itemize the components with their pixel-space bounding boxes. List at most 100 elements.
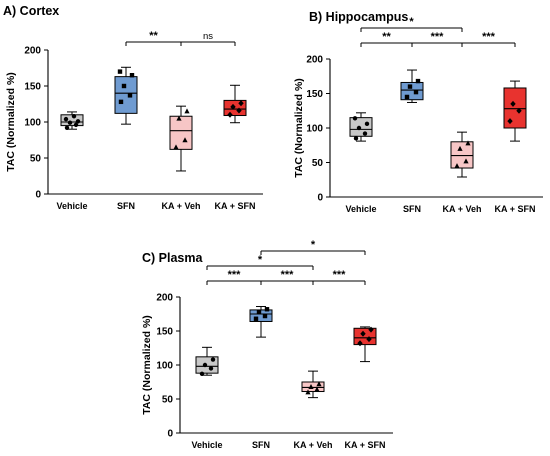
significance-bracket: *** — [206, 269, 262, 285]
y-tick-label: 0 — [35, 190, 41, 201]
y-tick-label: 50 — [312, 158, 324, 169]
y-tick-label: 150 — [24, 82, 41, 93]
x-tick-label: KA + SFN — [215, 201, 256, 211]
data-point — [121, 83, 127, 89]
data-point — [184, 108, 190, 114]
data-point — [510, 100, 516, 107]
x-tick-label: SFN — [117, 201, 135, 211]
x-tick-label: SFN — [252, 440, 270, 450]
data-point — [352, 116, 358, 121]
data-point — [173, 144, 179, 150]
x-tick-label: KA + Veh — [162, 201, 201, 211]
data-point — [357, 340, 363, 347]
data-point — [316, 381, 322, 387]
box-sfn — [114, 66, 138, 125]
data-point — [230, 103, 236, 110]
x-tick-label: KA + Veh — [294, 440, 333, 450]
data-point — [118, 99, 124, 105]
data-point — [71, 114, 77, 119]
data-point — [368, 326, 374, 333]
box-iqr — [353, 327, 377, 346]
significance-bracket: * — [206, 254, 314, 270]
significance-bracket: *** — [461, 31, 516, 47]
data-point — [67, 120, 73, 125]
data-point — [63, 116, 69, 122]
data-point — [210, 357, 216, 362]
significance-label: * — [409, 16, 414, 28]
x-tick-label: Vehicle — [56, 201, 87, 211]
significance-bracket: ** — [360, 31, 413, 47]
box-iqr — [349, 117, 373, 137]
significance-bracket: *** — [411, 31, 463, 47]
data-point — [463, 158, 469, 164]
data-point — [356, 125, 362, 131]
data-point — [407, 84, 413, 89]
data-point — [73, 122, 79, 128]
x-tick-label: KA + Veh — [443, 204, 482, 214]
y-tick-label: 100 — [24, 118, 41, 129]
panel-cortex: A) Cortex TAC (Normalized %) 0 50 100 150 20… — [3, 4, 263, 211]
data-point — [457, 145, 463, 151]
y-tick-label: 50 — [30, 154, 42, 165]
y-axis-label: TAC (Normalized %) — [141, 315, 153, 415]
data-point — [262, 313, 268, 319]
data-point — [404, 94, 410, 100]
box-vehicle — [349, 112, 373, 142]
significance-label: *** — [333, 269, 347, 281]
box-iqr — [169, 115, 193, 150]
data-point — [236, 107, 242, 114]
x-tick-label: Vehicle — [345, 204, 376, 214]
significance-label: * — [311, 239, 316, 251]
y-tick-label: 50 — [162, 395, 174, 406]
box-ka-veh — [301, 370, 325, 399]
significance-bracket: * — [260, 239, 366, 255]
data-point — [227, 111, 233, 118]
data-point — [362, 131, 368, 136]
panel-title: A) Cortex — [3, 4, 59, 18]
data-point — [413, 89, 419, 95]
data-point — [366, 336, 372, 343]
data-point — [308, 383, 314, 389]
y-tick-label: 200 — [24, 46, 41, 57]
box-ka-veh — [169, 105, 193, 172]
data-point — [305, 389, 311, 395]
box-ka-sfn — [503, 80, 527, 142]
significance-label: *** — [228, 269, 242, 281]
y-tick-label: 100 — [156, 361, 173, 372]
y-tick-label: 100 — [306, 124, 323, 135]
box-vehicle — [60, 111, 84, 130]
data-point — [353, 136, 359, 141]
y-tick-label: 200 — [306, 55, 323, 66]
data-point — [64, 125, 70, 130]
data-point — [75, 119, 81, 124]
data-point — [507, 118, 513, 125]
data-point — [364, 121, 370, 127]
box-ka-sfn — [223, 84, 247, 124]
significance-label: * — [258, 254, 263, 266]
x-tick-label: KA + SFN — [345, 440, 386, 450]
significance-label: *** — [482, 31, 496, 43]
data-point — [208, 366, 214, 371]
data-point — [129, 73, 135, 78]
significance-label: ** — [382, 31, 391, 43]
data-point — [199, 371, 205, 377]
y-tick-label: 0 — [167, 429, 173, 440]
y-tick-label: 150 — [156, 327, 173, 338]
panel-hippocampus: B) Hippocampus TAC (Normalized %) 0 50 100… — [293, 10, 543, 214]
box-iqr — [60, 114, 84, 127]
significance-bracket: ns — [180, 31, 236, 46]
data-point — [516, 107, 522, 114]
data-point — [264, 307, 270, 312]
box-iqr — [114, 76, 138, 114]
data-point — [238, 100, 244, 107]
data-point — [454, 163, 460, 169]
panel-title: B) Hippocampus — [309, 10, 408, 24]
y-tick-label: 150 — [306, 89, 323, 100]
significance-label: *** — [431, 31, 445, 43]
data-point — [176, 115, 182, 121]
box-iqr — [503, 87, 527, 129]
significance-label: ns — [203, 31, 213, 42]
data-point — [314, 386, 320, 392]
significance-bracket: ** — [125, 30, 182, 46]
